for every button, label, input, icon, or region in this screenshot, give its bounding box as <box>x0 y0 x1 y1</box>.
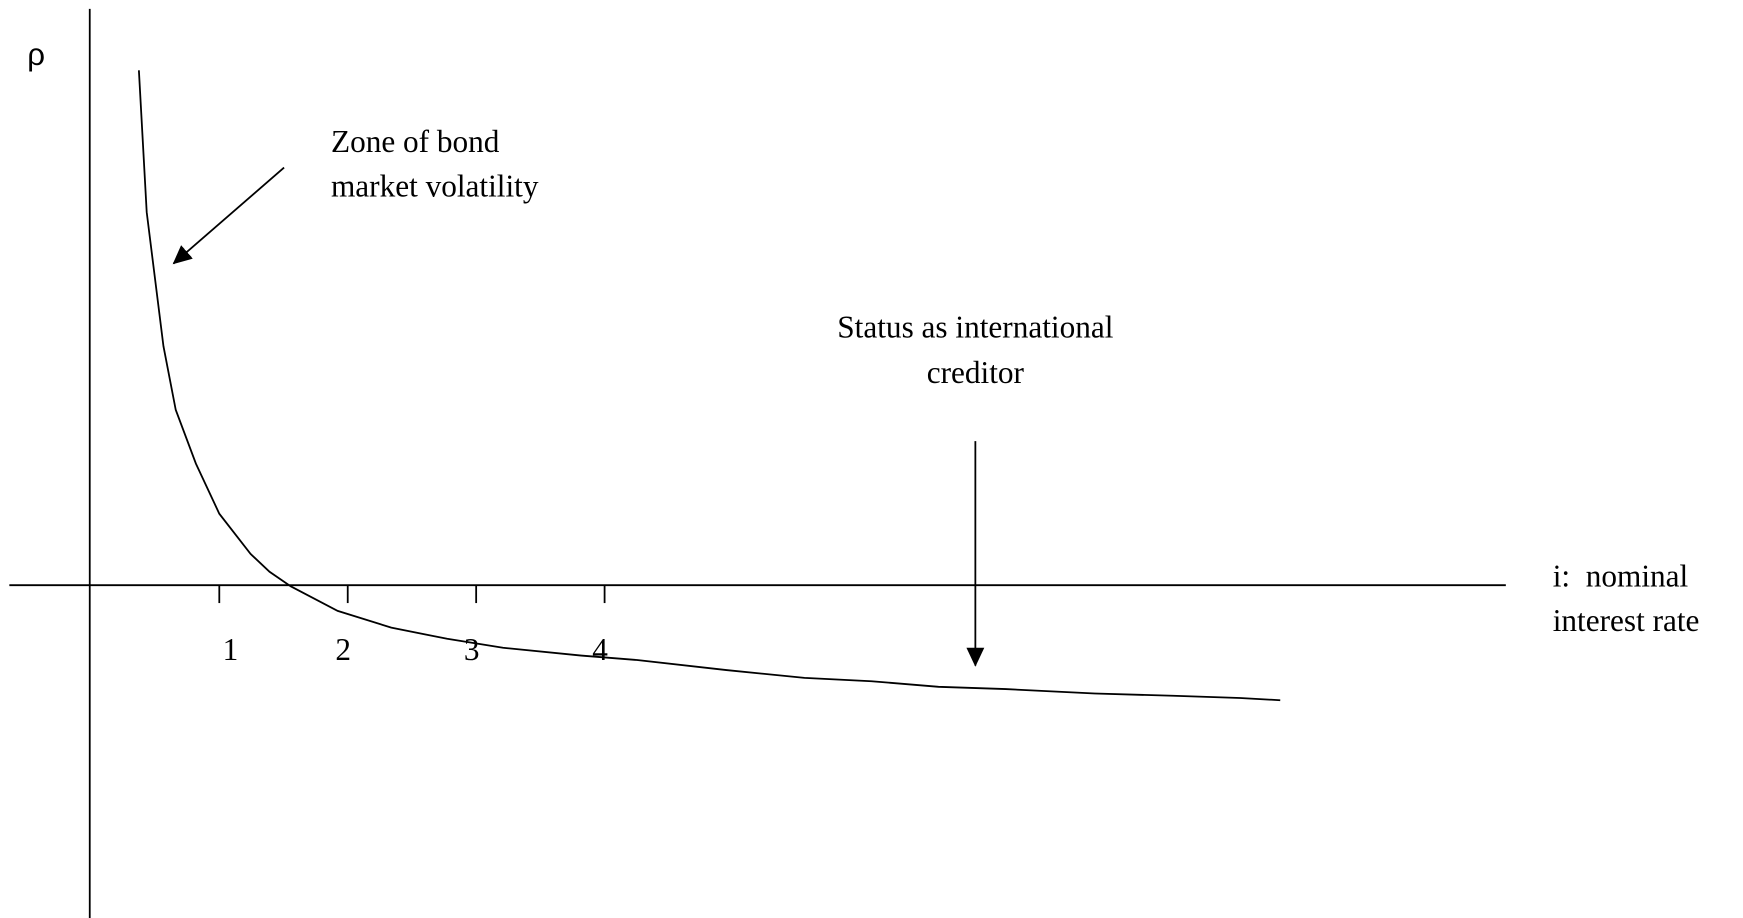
tick-label: 4 <box>592 632 608 667</box>
curve <box>137 70 1281 702</box>
arrow <box>172 166 285 265</box>
tick-label: 3 <box>464 632 480 667</box>
x-axis-label: i: nominal <box>1553 558 1689 593</box>
x-axis-label: interest rate <box>1553 603 1700 638</box>
tick-label: 1 <box>223 632 239 667</box>
annotation: market volatility <box>331 169 539 204</box>
annotation: creditor <box>927 355 1025 390</box>
tick-label: 2 <box>335 632 351 667</box>
y-axis-label: ρ <box>27 37 45 72</box>
annotation: Zone of bond <box>331 124 500 159</box>
annotation: Status as international <box>837 309 1113 344</box>
